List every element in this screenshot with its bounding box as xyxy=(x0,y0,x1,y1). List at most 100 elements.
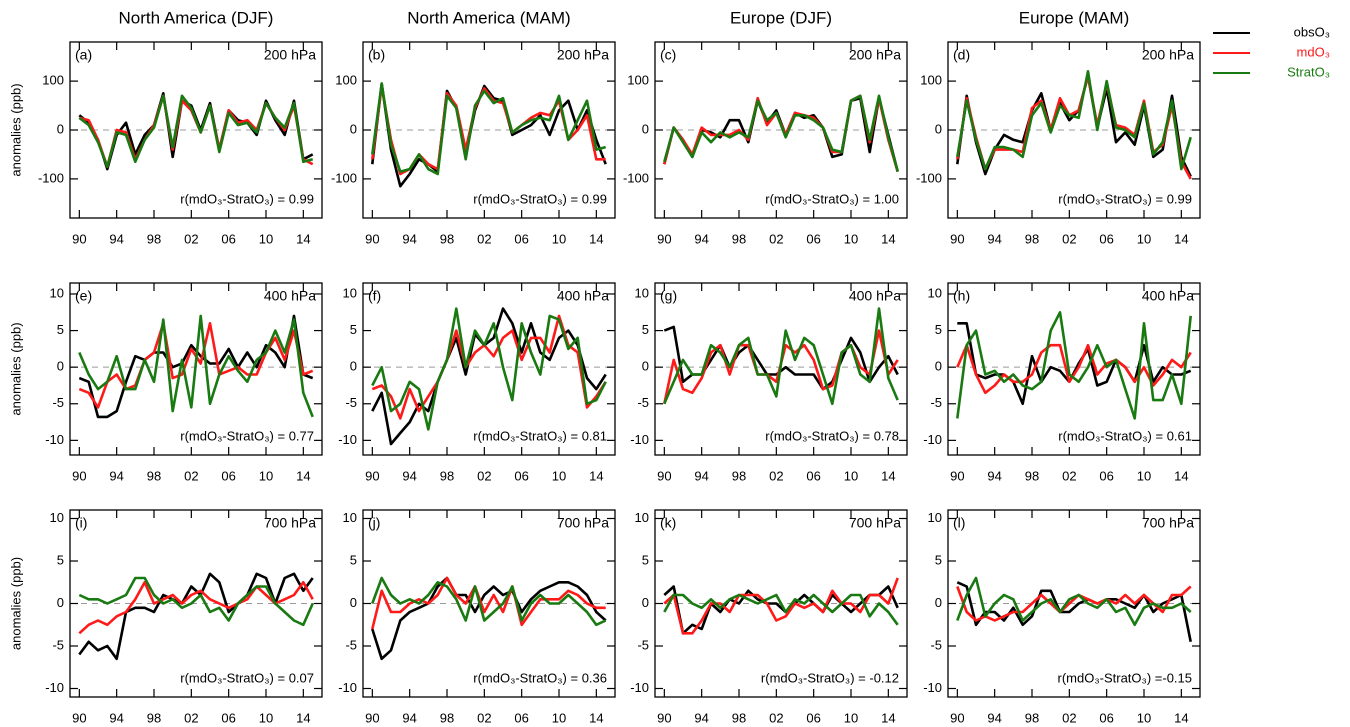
panel-label: (f) xyxy=(368,288,381,304)
panel-title: North America (MAM) xyxy=(407,8,570,27)
x-tick-label: 14 xyxy=(881,231,895,246)
series-line xyxy=(78,94,314,168)
x-tick-label: 02 xyxy=(1062,468,1076,483)
x-tick-label: 90 xyxy=(72,231,86,246)
plot-frame xyxy=(654,282,908,456)
plot-frame xyxy=(654,509,908,698)
y-tick-label: 0 xyxy=(935,121,942,136)
x-tick-label: 98 xyxy=(440,468,454,483)
y-tick-label: 0 xyxy=(642,121,649,136)
x-tick-label: 98 xyxy=(732,231,746,246)
correlation-note: r(mdO₃-StratO₃) = -0.12 xyxy=(761,670,899,685)
series-line xyxy=(371,82,607,176)
level-label: 200 hPa xyxy=(264,47,316,63)
y-tick-label: -5 xyxy=(637,637,649,652)
y-tick-label: 5 xyxy=(642,322,649,337)
series-line xyxy=(663,94,899,172)
level-label: 200 hPa xyxy=(1142,47,1194,63)
y-tick-label: 5 xyxy=(350,552,357,567)
correlation-note: r(mdO₃-StratO₃) = 0.07 xyxy=(180,670,314,685)
plot-frame xyxy=(362,509,616,698)
y-tick-label: 10 xyxy=(635,510,649,525)
series-line xyxy=(956,585,1192,622)
x-tick-label: 10 xyxy=(1137,231,1151,246)
x-tick-label: 14 xyxy=(296,710,310,725)
x-tick-label: 90 xyxy=(950,710,964,725)
x-tick-label: 94 xyxy=(402,710,416,725)
x-tick-label: 02 xyxy=(769,710,783,725)
panel-label: (c) xyxy=(660,47,676,63)
correlation-note: r(mdO₃-StratO₃) = 0.99 xyxy=(180,191,314,206)
x-tick-label: 94 xyxy=(694,231,708,246)
x-tick-label: 90 xyxy=(72,710,86,725)
series-line xyxy=(956,70,1192,171)
correlation-note: r(mdO₃-StratO₃) = 1.00 xyxy=(765,191,899,206)
x-tick-label: 02 xyxy=(477,468,491,483)
series-line xyxy=(371,307,607,431)
series-line xyxy=(371,576,607,661)
series-line xyxy=(78,92,314,171)
series-line xyxy=(957,322,1192,406)
x-tick-label: 06 xyxy=(514,710,528,725)
x-tick-label: 02 xyxy=(477,231,491,246)
panel-title: Europe (MAM) xyxy=(1019,8,1130,27)
x-tick-label: 10 xyxy=(844,468,858,483)
y-tick-label: 100 xyxy=(627,73,649,88)
y-tick-label: 10 xyxy=(50,285,64,300)
x-tick-label: 98 xyxy=(147,231,161,246)
panel-label: (l) xyxy=(953,515,965,531)
x-tick-label: 98 xyxy=(732,468,746,483)
y-tick-label: -5 xyxy=(345,395,357,410)
level-label: 200 hPa xyxy=(849,47,901,63)
y-axis-label: anomalies (ppb) xyxy=(8,557,23,650)
level-label: 700 hPa xyxy=(1142,515,1194,531)
x-tick-label: 94 xyxy=(109,710,123,725)
x-tick-label: 14 xyxy=(589,231,603,246)
x-tick-label: 06 xyxy=(1099,231,1113,246)
level-label: 700 hPa xyxy=(849,515,901,531)
panel-label: (e) xyxy=(75,288,92,304)
y-tick-label: 0 xyxy=(935,595,942,610)
y-tick-label: 5 xyxy=(935,322,942,337)
y-tick-label: -10 xyxy=(338,432,357,447)
y-tick-label: 5 xyxy=(642,552,649,567)
panel-label: (j) xyxy=(368,515,380,531)
plot-frame xyxy=(654,41,908,219)
panel-label: (g) xyxy=(660,288,677,304)
x-tick-label: 06 xyxy=(806,468,820,483)
y-tick-label: 100 xyxy=(335,73,357,88)
y-tick-label: -10 xyxy=(630,680,649,695)
y-tick-label: 10 xyxy=(928,510,942,525)
y-tick-label: -100 xyxy=(916,170,942,185)
x-tick-label: 94 xyxy=(402,468,416,483)
x-tick-label: 06 xyxy=(514,231,528,246)
plot-frame xyxy=(947,41,1201,219)
x-tick-label: 94 xyxy=(694,468,708,483)
correlation-note: r(mdO₃-StratO₃) = 0.61 xyxy=(1058,428,1192,443)
x-tick-label: 90 xyxy=(365,468,379,483)
y-axis-label: anomalies (ppb) xyxy=(8,322,23,415)
x-tick-label: 06 xyxy=(806,710,820,725)
x-tick-label: 06 xyxy=(221,710,235,725)
series-line xyxy=(956,576,1192,627)
plot-frame xyxy=(69,282,323,456)
x-tick-label: 02 xyxy=(477,710,491,725)
level-label: 400 hPa xyxy=(1142,288,1194,304)
correlation-note: r(mdO₃-StratO₃) =-0.15 xyxy=(1058,670,1192,685)
plot-frame xyxy=(947,282,1201,456)
correlation-note: r(mdO₃-StratO₃) = 0.78 xyxy=(765,428,899,443)
y-tick-label: 10 xyxy=(50,510,64,525)
x-tick-label: 10 xyxy=(259,710,273,725)
y-tick-label: 10 xyxy=(343,510,357,525)
x-tick-label: 02 xyxy=(1062,710,1076,725)
y-tick-label: 10 xyxy=(343,285,357,300)
panel-label: (k) xyxy=(660,515,676,531)
x-tick-label: 06 xyxy=(1099,710,1113,725)
series-line xyxy=(371,307,607,446)
series-line xyxy=(371,82,607,188)
x-tick-label: 94 xyxy=(109,468,123,483)
x-tick-label: 02 xyxy=(1062,231,1076,246)
series-line xyxy=(78,314,314,418)
